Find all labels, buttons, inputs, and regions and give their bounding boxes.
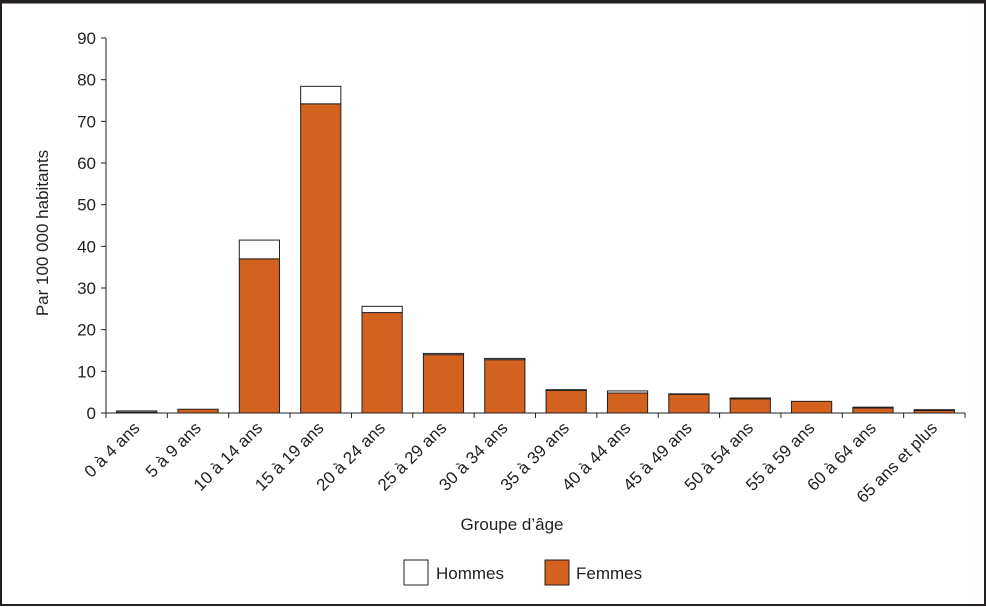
- legend-label-hommes: Hommes: [436, 564, 504, 583]
- bar-hommes: [606, 390, 649, 394]
- bar-hommes: [729, 397, 771, 400]
- bar-hommes: [913, 409, 955, 411]
- bar-femmes: [729, 398, 771, 414]
- bar-femmes: [238, 258, 280, 414]
- bar-femmes: [606, 392, 649, 414]
- bar-femmes: [545, 390, 587, 414]
- bar-hommes: [361, 305, 403, 314]
- bar-hommes: [300, 85, 342, 105]
- y-tick-label: 70: [77, 112, 96, 131]
- bar-hommes: [668, 393, 710, 395]
- y-tick-label: 40: [77, 237, 96, 256]
- y-tick-label: 10: [77, 362, 96, 381]
- legend-label-femmes: Femmes: [576, 564, 642, 583]
- bar-femmes: [791, 400, 833, 414]
- bar-femmes: [300, 103, 342, 414]
- bar-hommes: [238, 239, 280, 260]
- y-tick-label: 50: [77, 196, 96, 215]
- y-tick-label: 80: [77, 71, 96, 90]
- bar-hommes: [422, 352, 465, 356]
- y-axis-label: Par 100 000 habitants: [33, 150, 52, 316]
- bar-hommes: [484, 357, 526, 361]
- bar-femmes: [484, 359, 526, 414]
- bar-hommes: [852, 406, 894, 409]
- legend-swatch-hommes: [403, 559, 429, 586]
- y-tick-label: 90: [77, 29, 96, 48]
- bar-femmes: [361, 312, 403, 414]
- legend: Hommes Femmes: [403, 559, 642, 586]
- bar-femmes: [668, 393, 710, 414]
- bar-hommes: [545, 389, 587, 391]
- y-tick-label: 30: [77, 279, 96, 298]
- bar-femmes: [177, 408, 219, 414]
- y-tick-label: 20: [77, 321, 96, 340]
- x-axis-label: Groupe d’âge: [460, 515, 563, 534]
- legend-swatch-femmes: [544, 559, 570, 586]
- bar-hommes: [116, 410, 158, 413]
- y-tick-label: 60: [77, 154, 96, 173]
- bars-layer: [116, 85, 955, 414]
- bar-femmes: [422, 354, 465, 414]
- bar-femmes: [852, 407, 894, 414]
- y-tick-label: 0: [87, 404, 96, 423]
